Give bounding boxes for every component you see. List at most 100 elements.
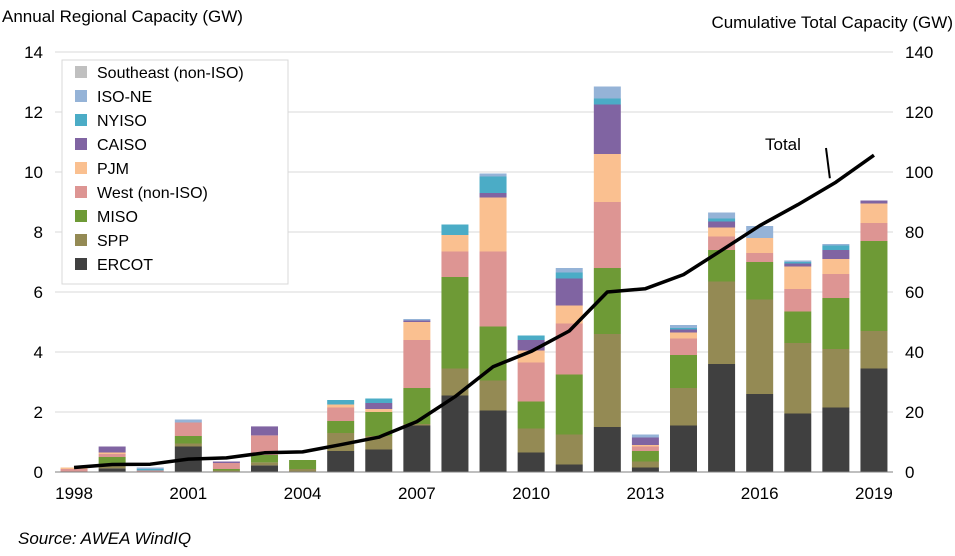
bar-segment [822,250,850,259]
total-annotation-label: Total [765,135,801,154]
legend-label: MISO [97,209,138,226]
x-tick-label: 2004 [284,484,322,503]
bar-segment [403,388,431,424]
bar-segment [670,332,697,339]
bar-segment [98,446,126,453]
right-y-tick-label: 120 [905,103,933,122]
legend-label: West (non-ISO) [97,185,208,202]
bar-segment [251,465,278,472]
right-y-tick-label: 140 [905,43,933,62]
bar-segment [479,326,507,381]
legend-swatch [75,210,87,222]
x-tick-label: 2010 [512,484,550,503]
bar-segment [784,311,812,343]
right-y-tick-label: 100 [905,163,933,182]
bar-segment [98,457,126,465]
bar-segment [441,277,469,369]
bar-segment [708,281,736,364]
bar-segment [403,322,431,340]
bar-segment [631,437,659,445]
bar-segment [631,461,659,468]
legend-swatch [75,90,87,102]
bar-segment [365,409,393,412]
legend-label: ISO-NE [97,89,152,106]
bar-segment [555,272,583,279]
bar-segment [670,355,697,388]
left-y-tick-label: 0 [34,463,43,482]
bar-segment [555,305,583,324]
bar-segment [60,467,88,469]
bar-segment [517,401,545,429]
bar-segment [708,212,736,219]
right-y-tick-label: 0 [905,463,914,482]
right-axis-title: Cumulative Total Capacity (GW) [711,13,953,32]
bar-segment [403,424,431,426]
legend-label: Southeast (non-ISO) [97,65,244,82]
bar-segment [212,461,240,463]
bar-segment [365,403,393,409]
left-y-tick-label: 12 [24,103,43,122]
left-y-tick-label: 10 [24,163,43,182]
bar-segment [822,349,850,408]
right-y-tick-label: 20 [905,403,924,422]
bar-segment [212,470,240,472]
bar-segment [479,380,507,411]
bar-segment [631,446,659,451]
bar-segment [822,244,850,246]
bar-segment [860,241,888,331]
total-line [73,153,875,470]
bar-segment [403,340,431,388]
bar-segment [441,395,469,472]
bar-segment [251,462,278,466]
bar-segment [631,445,659,447]
bar-segment [708,218,736,222]
bar-segment [517,452,545,472]
bar-segment [251,454,278,463]
bar-segment [327,451,355,472]
bar-segment [708,227,736,237]
x-tick-label: 2019 [855,484,893,503]
bar-segment [517,362,545,402]
x-tick-label: 1998 [55,484,93,503]
bar-segment [479,176,507,193]
bar-segment [98,454,126,457]
bar-segment [365,398,393,403]
legend-swatch [75,66,87,78]
x-tick-label: 2016 [741,484,779,503]
bar-segment [822,274,850,298]
bar-segment [708,221,736,228]
bar-segment [860,223,888,241]
legend: Southeast (non-ISO) ISO-NE NYISO CAISO PJM We… [61,59,289,285]
left-y-tick-label: 8 [34,223,43,242]
x-tick-label: 2001 [169,484,207,503]
bar-segment [98,464,126,469]
legend-label: PJM [97,161,129,178]
legend-swatch [75,234,87,246]
bar-segment [479,251,507,327]
bar-segment [98,468,126,472]
bar-segment [746,238,774,253]
source-note: Source: AWEA WindIQ [18,529,191,548]
bar-segment [555,268,583,273]
bar-segment [251,435,278,455]
bar-segment [784,266,812,289]
left-y-tick-label: 14 [24,43,43,62]
bar-segment [746,299,774,394]
bar-segment [593,98,621,105]
x-tick-label: 2013 [626,484,664,503]
bar-segment [441,224,469,235]
bar-segment [174,422,202,436]
bar-segment [327,407,355,421]
bar-segment [479,173,507,177]
bar-segment [670,338,697,355]
bar-segment [746,394,774,472]
bar-segment [517,335,545,340]
bar-segment [670,325,697,328]
bar-segment [746,253,774,262]
bar-segment [746,262,774,300]
bar-segment [555,434,583,465]
bar-segment [212,469,240,471]
bar-segment [479,410,507,472]
bar-segment [327,400,355,405]
